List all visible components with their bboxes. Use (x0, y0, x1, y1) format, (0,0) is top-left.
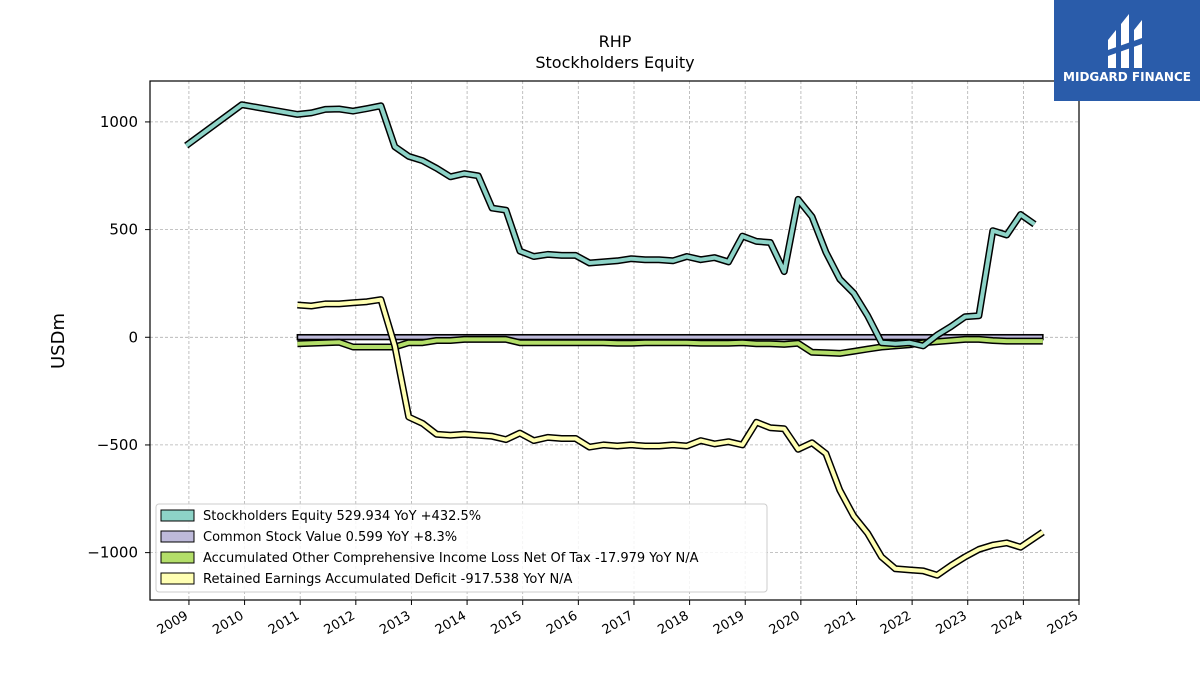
y-tick-label: −500 (97, 436, 138, 454)
legend: Stockholders Equity 529.934 YoY +432.5% … (155, 503, 768, 593)
y-axis-label: USDm (48, 313, 69, 369)
logo-text: MIDGARD FINANCE (1063, 70, 1191, 84)
legend-swatch-accumulated-oci (160, 551, 195, 564)
series-line-stockholders-equity (185, 102, 1036, 348)
y-tick-label: 1000 (100, 113, 138, 131)
legend-box (155, 503, 768, 593)
logo: MIDGARD FINANCE (1054, 0, 1200, 101)
legend-label-retained-earnings: Retained Earnings Accumulated Deficit -9… (203, 572, 573, 587)
series-line-retained-earnings-accumulated-deficit (297, 297, 1044, 578)
series-group (184, 101, 1045, 579)
plot-frame (149, 80, 1080, 601)
y-axis-ticks: −1000 −500 0 500 1000 (87, 113, 150, 562)
legend-label-accumulated-oci: Accumulated Other Comprehensive Income L… (203, 551, 699, 566)
chart-title: RHP (599, 32, 632, 51)
y-tick-label: −1000 (87, 544, 138, 562)
logo-mark-icon (1108, 14, 1142, 68)
legend-label-common-stock-value: Common Stock Value 0.599 YoY +8.3% (203, 530, 457, 545)
legend-swatch-retained-earnings (160, 572, 195, 585)
legend-swatch-common-stock-value (160, 530, 195, 543)
y-tick-label: 0 (128, 328, 138, 346)
y-tick-label: 500 (109, 221, 138, 239)
legend-swatch-stockholders-equity (160, 509, 195, 522)
chart-subtitle: Stockholders Equity (535, 53, 694, 72)
legend-label-stockholders-equity: Stockholders Equity 529.934 YoY +432.5% (203, 509, 481, 524)
